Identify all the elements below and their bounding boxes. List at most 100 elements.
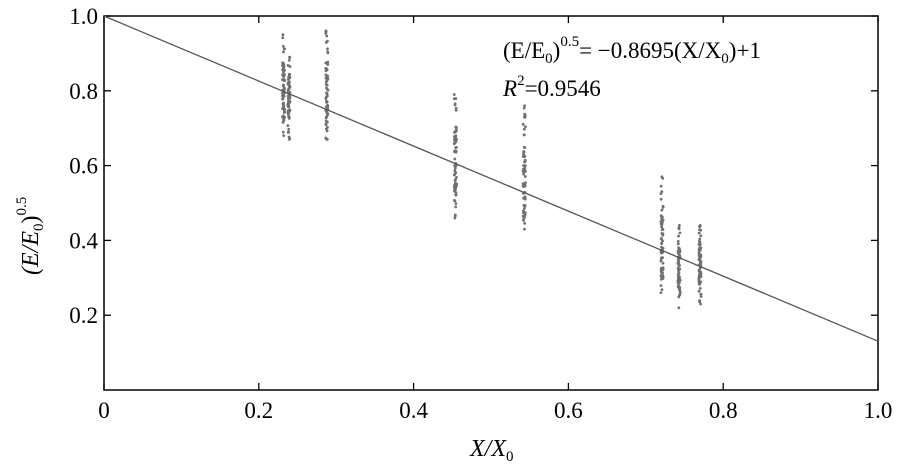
data-point xyxy=(452,93,456,96)
data-point xyxy=(521,122,525,126)
y-tick-label: 0.2 xyxy=(69,303,98,328)
data-point xyxy=(523,112,527,116)
data-point xyxy=(659,284,663,288)
data-point xyxy=(287,130,291,134)
data-point xyxy=(697,257,701,261)
data-point xyxy=(326,88,330,92)
data-point xyxy=(698,245,702,249)
data-point xyxy=(678,231,682,235)
data-point xyxy=(523,155,527,158)
data-point xyxy=(326,47,329,51)
data-point xyxy=(660,208,664,212)
data-point xyxy=(676,272,680,276)
data-point xyxy=(287,58,291,62)
data-point xyxy=(454,202,458,205)
data-point xyxy=(455,145,458,149)
data-point xyxy=(678,288,681,292)
x-axis-title: X/X0 xyxy=(469,436,514,465)
data-point xyxy=(453,166,457,170)
data-point xyxy=(523,104,526,108)
data-point xyxy=(677,246,680,250)
data-point xyxy=(661,176,665,180)
x-tick-label: 0.6 xyxy=(554,398,583,423)
data-point xyxy=(678,250,682,254)
data-point xyxy=(676,285,680,289)
data-point xyxy=(325,34,329,38)
data-point xyxy=(523,115,527,119)
data-point xyxy=(281,36,285,40)
data-point xyxy=(699,302,703,306)
data-point xyxy=(698,287,702,290)
data-point xyxy=(453,199,457,203)
data-point xyxy=(659,184,663,188)
x-tick-label: 1.0 xyxy=(864,398,893,423)
data-point xyxy=(522,150,526,153)
data-point xyxy=(661,247,664,250)
data-point xyxy=(454,193,458,197)
data-point xyxy=(659,197,663,201)
regression-line xyxy=(103,15,879,342)
data-point xyxy=(324,105,328,109)
data-point xyxy=(697,251,701,255)
data-point xyxy=(326,74,329,78)
data-point xyxy=(455,137,458,141)
data-point xyxy=(281,97,285,101)
data-point xyxy=(677,224,681,227)
axis-tick-labels: 0 0.2 0.4 0.6 0.8 1.0 0.2 0.4 0.6 0.8 1.0 xyxy=(69,4,892,423)
data-point xyxy=(282,118,286,122)
data-point xyxy=(326,50,330,54)
data-point xyxy=(699,274,702,277)
data-point xyxy=(699,295,703,298)
data-point xyxy=(698,281,702,285)
data-point xyxy=(678,275,681,279)
data-point xyxy=(287,99,290,103)
data-point xyxy=(659,192,663,196)
data-point xyxy=(281,73,285,77)
data-point xyxy=(282,50,285,54)
data-point xyxy=(677,306,681,310)
data-point xyxy=(699,270,703,274)
data-point xyxy=(454,106,458,110)
data-point xyxy=(522,106,526,110)
data-point xyxy=(282,65,285,69)
data-point xyxy=(522,215,526,219)
data-point xyxy=(660,231,664,235)
data-point xyxy=(324,127,328,131)
data-point xyxy=(453,149,457,153)
data-point xyxy=(454,188,457,191)
data-point xyxy=(678,292,682,296)
data-point xyxy=(660,219,663,223)
data-point xyxy=(281,33,285,37)
data-point xyxy=(283,87,286,90)
data-point xyxy=(523,175,527,178)
data-point xyxy=(659,291,663,295)
data-point xyxy=(522,133,526,137)
data-point xyxy=(453,135,456,139)
data-point xyxy=(659,270,663,274)
data-point xyxy=(455,175,458,179)
data-point xyxy=(699,292,703,296)
data-point xyxy=(286,102,290,106)
data-point xyxy=(522,209,525,213)
data-point xyxy=(324,116,328,120)
data-point xyxy=(324,31,328,35)
data-point xyxy=(677,268,681,272)
data-point xyxy=(523,164,527,168)
data-point xyxy=(281,44,285,48)
data-point xyxy=(288,65,292,68)
data-point xyxy=(453,157,457,161)
data-point xyxy=(660,223,664,226)
y-axis-title: (E/E0)0.5 xyxy=(14,197,47,275)
data-point xyxy=(324,97,328,100)
data-point xyxy=(659,257,663,261)
data-point xyxy=(326,39,329,43)
data-point xyxy=(324,123,328,127)
data-point xyxy=(282,83,285,87)
x-tick-label: 0.4 xyxy=(399,398,428,423)
data-point xyxy=(287,75,291,79)
data-point xyxy=(454,129,458,133)
data-point xyxy=(523,160,526,164)
data-point xyxy=(678,254,682,258)
x-tick-label: 0.2 xyxy=(244,398,273,423)
